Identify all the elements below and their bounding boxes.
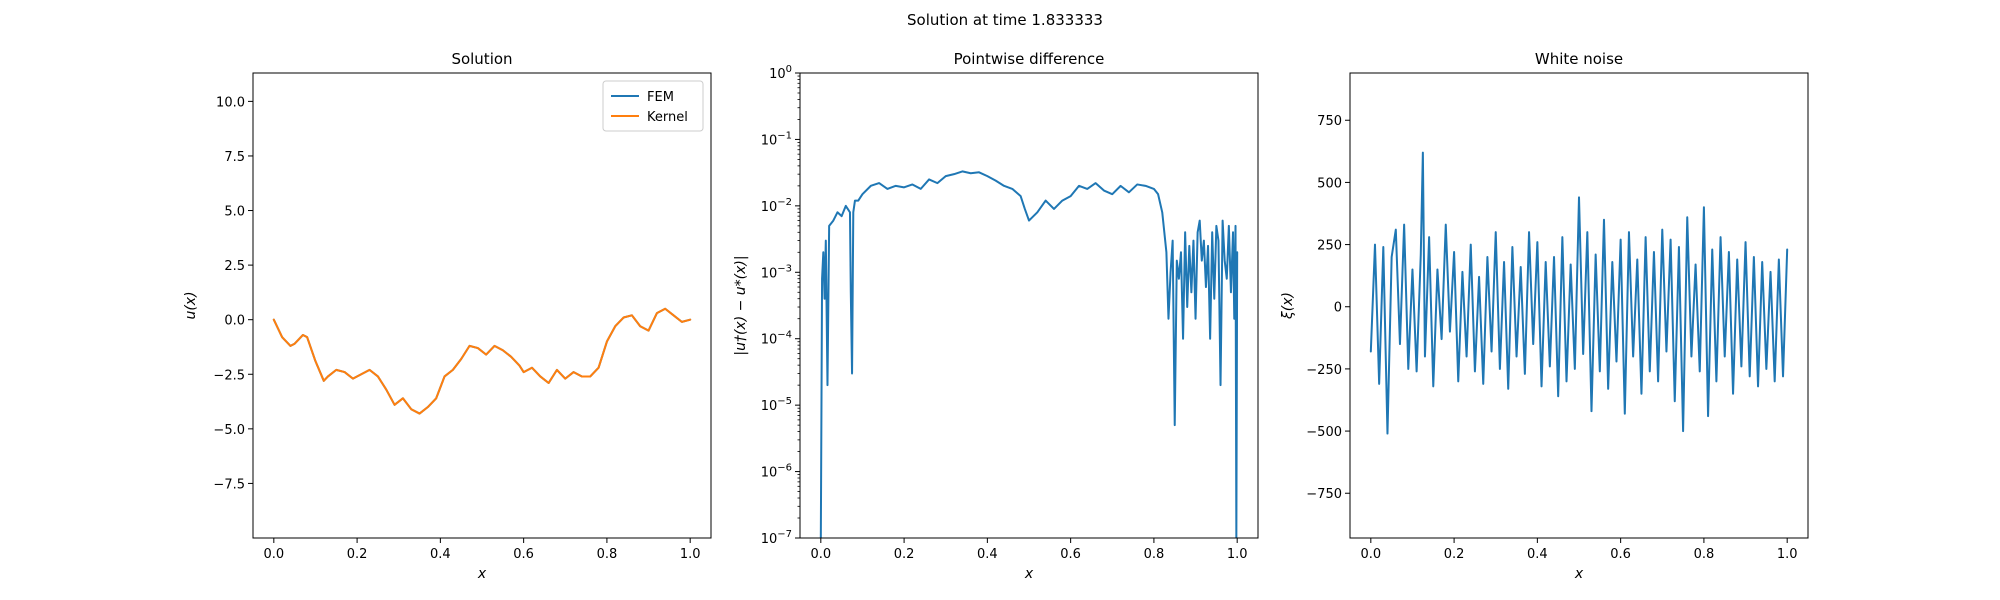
- x-tick-label: 0.0: [1360, 547, 1381, 562]
- y-tick-label: 0.0: [224, 314, 245, 329]
- axes-title: Pointwise difference: [954, 50, 1105, 68]
- y-tick-label: 7.5: [224, 150, 245, 165]
- y-tick-label: 250: [1317, 239, 1342, 254]
- y-tick-label: 10−3: [761, 263, 792, 281]
- x-tick-label: 0.6: [1060, 547, 1081, 562]
- x-tick-label: 1.0: [1227, 547, 1248, 562]
- x-axis-label: x: [1024, 566, 1034, 582]
- x-tick-label: 0.2: [1444, 547, 1465, 562]
- y-tick-label: 5.0: [224, 205, 245, 220]
- x-axis-label: x: [1574, 566, 1584, 582]
- y-axis-label: ξ(x): [1280, 292, 1296, 320]
- y-tick-label: 10−6: [761, 463, 792, 481]
- y-tick-label: 10−2: [761, 197, 792, 215]
- x-axis-label: x: [477, 566, 487, 582]
- y-tick-label: 500: [1317, 176, 1342, 191]
- x-tick-label: 1.0: [1777, 547, 1798, 562]
- y-axis-label: |u†(x) − u*(x)|: [733, 255, 749, 355]
- x-tick-label: 0.6: [513, 547, 534, 562]
- difference-panel: 0.0 0.2 0.4 0.6 0.8 1.0 10−7 10−6 10−5 10−4 10−3 10…: [733, 50, 1259, 582]
- solution-panel: 0.0 0.2 0.4 0.6 0.8 1.0 −7.5 −5.0 −2.5 0.0 2.5 5.0 7…: [183, 50, 712, 582]
- y-tick-label: −500: [1306, 425, 1342, 440]
- axes-frame: [799, 72, 1259, 539]
- series-line-fem: [272, 307, 692, 415]
- y-tick-label: −750: [1306, 487, 1342, 502]
- series-line-kernel: [272, 307, 692, 415]
- y-tick-label: −5.0: [213, 423, 245, 438]
- x-tick-label: 0.4: [430, 547, 451, 562]
- x-tick-label: 0.0: [810, 547, 831, 562]
- x-tick-label: 0.8: [597, 547, 618, 562]
- x-tick-label: 0.8: [1144, 547, 1165, 562]
- figure-suptitle: Solution at time 1.833333: [907, 11, 1103, 29]
- y-tick-label: 100: [769, 64, 792, 82]
- x-tick-label: 0.0: [263, 547, 284, 562]
- legend-label: Kernel: [647, 110, 688, 125]
- x-tick-label: 0.8: [1694, 547, 1715, 562]
- axes-title: White noise: [1535, 50, 1623, 68]
- x-tick-label: 0.4: [1527, 547, 1548, 562]
- noise-panel: 0.0 0.2 0.4 0.6 0.8 1.0 −750 −500 −250 0 250 500 750…: [1280, 50, 1809, 582]
- y-tick-label: 10−4: [761, 330, 792, 348]
- y-tick-label: 10−1: [761, 130, 792, 148]
- axes-frame: [1349, 72, 1809, 539]
- x-tick-label: 0.2: [894, 547, 915, 562]
- axes-frame: [252, 72, 712, 539]
- x-tick-label: 0.6: [1610, 547, 1631, 562]
- y-tick-label: −250: [1306, 363, 1342, 378]
- y-tick-label: 750: [1317, 114, 1342, 129]
- y-axis-label: u(x): [183, 291, 199, 319]
- y-tick-label: −2.5: [213, 368, 245, 383]
- y-tick-label: 10.0: [216, 95, 245, 110]
- y-tick-label: 0: [1334, 301, 1342, 316]
- axes-title: Solution: [451, 50, 512, 68]
- x-tick-label: 0.2: [347, 547, 368, 562]
- y-tick-label: 2.5: [224, 259, 245, 274]
- series-line-data: [1369, 151, 1789, 435]
- series-line-data: [819, 170, 1239, 538]
- x-tick-label: 0.4: [977, 547, 998, 562]
- y-tick-label: 10−7: [761, 529, 792, 547]
- legend: FEM Kernel: [602, 80, 704, 132]
- x-tick-label: 1.0: [680, 547, 701, 562]
- y-tick-label: −7.5: [213, 477, 245, 492]
- y-tick-label: 10−5: [761, 396, 792, 414]
- legend-label: FEM: [647, 90, 674, 105]
